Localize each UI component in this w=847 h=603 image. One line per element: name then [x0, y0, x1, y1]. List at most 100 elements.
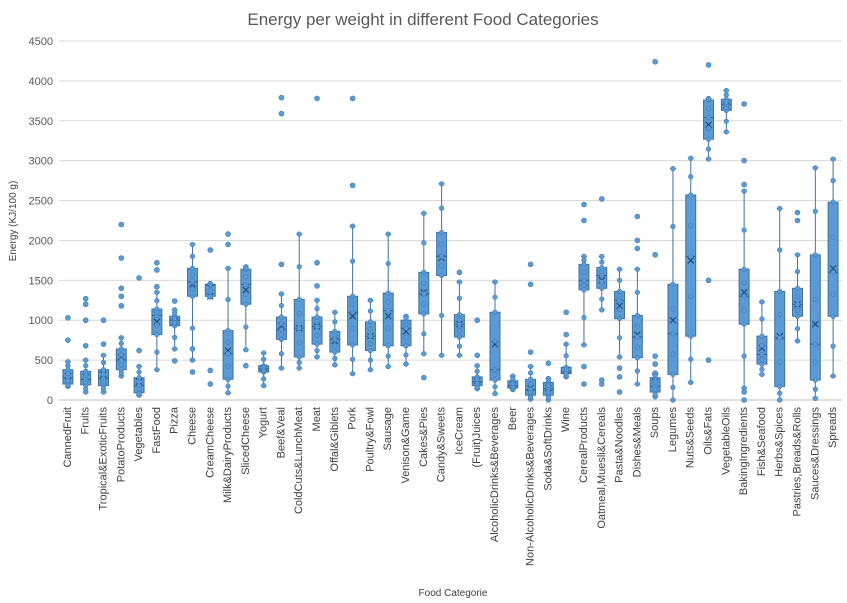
box-28 [560, 309, 572, 380]
x-axis-labels: CannedFruit Fruits Tropical&ExoticFruits Po… [62, 406, 839, 566]
y-tick-label-7: 3500 [29, 116, 53, 128]
data-point-3 [225, 327, 231, 334]
data-point-8 [403, 315, 409, 321]
data-point-4 [154, 289, 160, 295]
outlier-point-0 [278, 261, 285, 268]
outlier-point-1 [634, 237, 641, 244]
outlier-point-2 [527, 261, 534, 268]
data-point-6 [65, 378, 71, 384]
data-point-7 [243, 274, 249, 280]
data-point-8 [207, 281, 213, 287]
data-point-1 [403, 343, 409, 349]
data-point-8 [634, 289, 640, 295]
x-category-label-16: Pork [347, 407, 359, 430]
data-point-5 [599, 296, 605, 302]
data-point-8 [136, 369, 142, 375]
data-point-8 [456, 295, 462, 301]
box-14 [311, 95, 323, 360]
outlier-point-1 [527, 281, 534, 288]
data-point-8 [278, 302, 285, 309]
data-point-4 [616, 266, 623, 272]
outlier-point-0 [741, 397, 747, 403]
x-category-label-5: FastFood [151, 407, 163, 453]
x-category-label-43: Spreads [827, 407, 839, 448]
data-point-8 [189, 253, 196, 259]
data-point-2 [350, 309, 356, 315]
data-point-0 [581, 342, 587, 348]
data-point-8 [350, 258, 356, 264]
data-point-5 [439, 312, 445, 319]
data-point-5 [278, 351, 285, 357]
data-point-5 [634, 368, 640, 374]
data-point-1 [759, 361, 765, 367]
data-point-3 [421, 269, 427, 275]
data-point-7 [581, 269, 587, 275]
data-point-0 [243, 347, 249, 353]
data-point-5 [830, 343, 836, 349]
data-point-6 [243, 291, 249, 297]
box-20 [418, 210, 430, 381]
data-point-5 [759, 366, 765, 372]
data-point-8 [688, 174, 694, 180]
box-40 [774, 205, 786, 403]
data-point-5 [367, 357, 374, 363]
outlier-point-0 [189, 369, 196, 375]
mean-marker [811, 320, 819, 328]
outlier-point-4 [741, 101, 747, 107]
x-category-label-31: Pasta&Noodles [614, 407, 626, 483]
x-category-label-18: Sausage [382, 407, 394, 450]
data-point-6 [616, 306, 623, 313]
x-category-label-26: Non-AlcoholicDrinks&Beverages [525, 407, 537, 566]
x-category-label-32: Dishes&Meals [631, 407, 643, 478]
data-point-5 [350, 356, 356, 362]
box-0 [62, 315, 74, 390]
data-point-4 [189, 241, 196, 248]
data-point-0 [670, 397, 676, 403]
outlier-point-2 [652, 252, 658, 258]
data-point-0 [723, 129, 729, 135]
data-point-1 [599, 285, 605, 291]
data-point-2 [421, 291, 427, 297]
data-point-5 [189, 325, 196, 331]
data-point-3 [367, 319, 374, 325]
data-point-6 [812, 359, 818, 365]
data-point-4 [136, 363, 142, 370]
data-point-5 [794, 325, 801, 332]
data-point-7 [65, 371, 71, 377]
data-point-7 [510, 380, 516, 386]
data-point-5 [314, 347, 320, 354]
data-point-2 [492, 367, 498, 373]
outlier-point-0 [794, 217, 801, 224]
x-category-label-27: Soda&SoftDrinks [542, 407, 554, 491]
outlier-point-1 [581, 363, 587, 370]
data-point-1 [456, 334, 462, 340]
data-point-4 [794, 252, 801, 258]
outlier-point-0 [349, 182, 356, 189]
data-point-0 [278, 365, 285, 371]
y-tick-label-0: 0 [47, 395, 53, 407]
data-point-6 [705, 125, 712, 131]
data-point-8 [243, 265, 249, 271]
data-point-1 [278, 336, 285, 342]
data-point-7 [705, 106, 712, 112]
x-category-label-38: BakingIngredients [738, 407, 750, 496]
x-category-label-3: PotatoProducts [115, 407, 127, 483]
mean-marker [242, 286, 250, 294]
data-point-5 [385, 353, 391, 359]
outlier-point-0 [456, 269, 463, 276]
data-point-3 [456, 312, 462, 318]
data-point-7 [136, 379, 142, 385]
data-point-8 [812, 208, 818, 214]
data-point-6 [225, 363, 231, 370]
box-33 [649, 58, 661, 400]
data-point-8 [616, 277, 623, 283]
data-point-0 [777, 397, 783, 403]
data-point-6 [403, 334, 409, 340]
data-point-7 [616, 293, 623, 299]
box-25 [507, 373, 519, 393]
x-category-label-41: Pastries,Breads&Rolls [792, 407, 804, 517]
data-point-1 [421, 311, 427, 317]
data-point-7 [172, 315, 178, 321]
data-point-0 [492, 391, 498, 397]
data-point-6 [350, 325, 356, 332]
